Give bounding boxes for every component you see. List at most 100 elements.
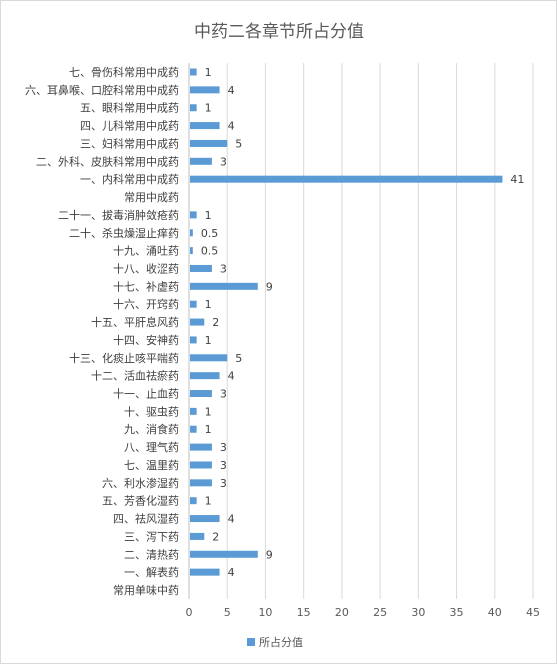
category-label: 十三、化痰止咳平喘药 — [69, 351, 179, 365]
bar — [190, 211, 197, 219]
bar — [190, 300, 197, 308]
category-label: 二、外科、皮肤科常用中成药 — [36, 154, 179, 168]
x-tick-label: 25 — [373, 606, 387, 619]
category-label: 十六、开窍药 — [113, 297, 179, 311]
bar — [190, 425, 197, 433]
category-label: 一、内科常用中成药 — [80, 172, 179, 186]
bar — [190, 336, 197, 344]
bar — [190, 497, 197, 505]
bar — [190, 175, 503, 183]
bar — [190, 157, 212, 165]
legend: 所占分值 — [247, 635, 303, 649]
x-tick-label: 30 — [411, 606, 425, 619]
category-labels: 常用单味中药 一、解表药 二、清热药 三、泻下药 四、祛风湿药 五、芳香化湿药六、利水渗湿… — [25, 65, 179, 597]
bar — [190, 515, 220, 523]
bar — [190, 282, 258, 290]
category-label: 二十、杀虫燥湿止痒药 — [69, 226, 179, 240]
data-label: 1 — [205, 102, 212, 115]
data-label: 1 — [205, 495, 212, 508]
category-label: 三、泻下药 — [124, 530, 179, 543]
category-label: 四、祛风湿药 — [113, 512, 179, 526]
data-label: 5 — [235, 137, 242, 150]
x-tick-label: 45 — [526, 606, 540, 619]
category-label: 六、利水渗湿药 — [102, 476, 179, 490]
data-label: 1 — [205, 209, 212, 222]
legend-swatch — [247, 638, 255, 646]
x-tick-label: 15 — [297, 606, 311, 619]
bar — [190, 532, 205, 540]
legend-label: 所占分值 — [259, 635, 303, 649]
x-tick-label: 20 — [335, 606, 349, 619]
x-tick-label: 35 — [450, 606, 464, 619]
category-label: 七、骨伤科常用中成药 — [69, 65, 179, 79]
data-label: 0.5 — [201, 245, 219, 258]
data-label: 3 — [220, 459, 227, 472]
data-label: 1 — [205, 298, 212, 311]
data-label: 1 — [205, 66, 212, 79]
category-label: 二十一、拔毒消肿敛疮药 — [58, 208, 179, 222]
bar — [190, 318, 205, 326]
category-label: 二、清热药 — [124, 548, 179, 561]
bar — [190, 104, 197, 112]
data-label: 3 — [220, 388, 227, 401]
data-label: 41 — [510, 173, 524, 186]
data-label: 3 — [220, 155, 227, 168]
data-label: 4 — [228, 370, 235, 383]
category-label: 三、妇科常用中成药 — [80, 136, 179, 150]
data-label: 0.5 — [201, 227, 219, 240]
x-tick-label: 0 — [186, 606, 193, 619]
bar — [190, 568, 220, 576]
category-label: 十五、平肝息风药 — [91, 315, 179, 329]
category-label: 四、儿科常用中成药 — [80, 119, 179, 133]
data-label: 2 — [212, 530, 219, 543]
data-label: 3 — [220, 262, 227, 275]
data-label: 4 — [228, 513, 235, 526]
bar — [190, 122, 220, 130]
category-label: 一、解表药 — [124, 565, 179, 579]
chart-title: 中药二各章节所占分值 — [194, 22, 364, 42]
data-label: 9 — [266, 280, 273, 293]
category-label: 六、耳鼻喉、口腔科常用中成药 — [25, 83, 179, 97]
bar — [190, 390, 212, 398]
bar — [190, 461, 212, 469]
bar — [190, 443, 212, 451]
bars — [190, 68, 503, 576]
data-label: 2 — [212, 316, 219, 329]
x-tick-label: 10 — [258, 606, 272, 619]
bar — [190, 264, 212, 272]
data-label: 9 — [266, 548, 273, 561]
data-label: 3 — [220, 477, 227, 490]
bar — [190, 68, 197, 76]
bar — [190, 372, 220, 380]
x-tick-label: 40 — [488, 606, 502, 619]
bar — [190, 550, 258, 558]
category-label: 八、理气药 — [124, 440, 179, 454]
bar — [190, 407, 197, 415]
bar — [190, 229, 193, 237]
category-label: 十四、安神药 — [113, 333, 179, 347]
bar — [190, 86, 220, 94]
category-label: 十九、涌吐药 — [113, 244, 179, 258]
category-label: 七、温里药 — [124, 459, 179, 472]
bar — [190, 479, 212, 487]
bar — [190, 247, 193, 255]
data-label: 4 — [228, 84, 235, 97]
data-label: 1 — [205, 423, 212, 436]
category-label: 常用单味中药 — [113, 584, 179, 597]
data-label: 5 — [235, 352, 242, 365]
data-label: 1 — [205, 405, 212, 418]
category-label: 五、芳香化湿药 — [102, 494, 179, 508]
category-label: 九、消食药 — [124, 422, 179, 436]
x-axis-ticks: 0 5 10 15 20 25 30 35 40 45 — [186, 606, 541, 619]
bar — [190, 139, 228, 147]
category-label: 十八、收涩药 — [113, 261, 179, 275]
gridlines — [188, 63, 534, 599]
data-label: 3 — [220, 441, 227, 454]
category-label: 十、驱虫药 — [124, 404, 179, 418]
category-label: 十一、止血药 — [113, 387, 179, 401]
data-label: 4 — [228, 120, 235, 133]
data-label: 4 — [228, 566, 235, 579]
